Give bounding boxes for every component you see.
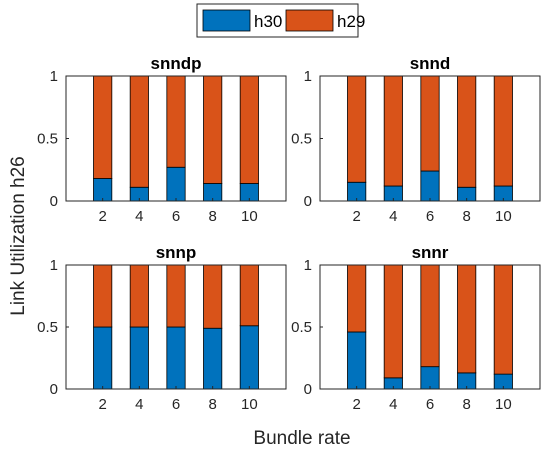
bar-h29-6 xyxy=(166,264,186,328)
y-tick-label: 0.5 xyxy=(37,319,58,336)
x-tick-label: 2 xyxy=(98,396,106,413)
x-tick-label: 2 xyxy=(352,208,360,225)
x-tick-label: 6 xyxy=(172,208,180,225)
x-tick-label: 10 xyxy=(241,208,258,225)
bar-h30-10 xyxy=(239,325,259,390)
bar-h29-2 xyxy=(347,75,367,183)
axes-box xyxy=(319,75,541,202)
x-tick-label: 10 xyxy=(495,208,512,225)
x-tick-label: 8 xyxy=(462,396,470,413)
y-tick-label: 0 xyxy=(50,381,58,398)
axes-box xyxy=(319,264,541,390)
x-tick-label: 4 xyxy=(389,208,397,225)
bar-h29-8 xyxy=(457,264,477,374)
y-tick-label: 0.5 xyxy=(37,131,58,148)
y-tick-label: 0.5 xyxy=(291,319,312,336)
y-tick-label: 0 xyxy=(304,193,312,210)
panel-snndp: 2 4 6 8 10 0 0.5 1 snndp xyxy=(37,54,287,225)
bar-h29-2 xyxy=(93,75,113,179)
axes-box xyxy=(65,264,287,390)
panel-title: snnp xyxy=(156,243,197,262)
y-tick-label: 1 xyxy=(50,257,58,274)
x-tick-label: 2 xyxy=(98,208,106,225)
y-tick-label: 1 xyxy=(304,68,312,85)
bar-h30-6 xyxy=(420,170,440,202)
x-tick-label: 8 xyxy=(208,396,216,413)
panel-title: snnd xyxy=(410,54,451,73)
x-tick-label: 10 xyxy=(241,396,258,413)
axes-box xyxy=(65,75,287,202)
x-tick-label: 10 xyxy=(495,396,512,413)
x-tick-label: 4 xyxy=(135,208,143,225)
bar-h29-10 xyxy=(239,264,259,327)
bar-h29-6 xyxy=(420,264,440,368)
bar-h29-4 xyxy=(129,75,149,188)
y-axis-label: Link Utilization h26 xyxy=(8,156,29,315)
bar-h29-4 xyxy=(383,75,403,187)
y-tick-label: 0 xyxy=(304,381,312,398)
bar-h30-2 xyxy=(347,331,367,390)
bar-h29-8 xyxy=(457,75,477,188)
panel-snnr: 2 4 6 8 10 0 0.5 1 snnr xyxy=(291,243,541,413)
legend: h30 h29 xyxy=(196,3,365,38)
y-tick-label: 1 xyxy=(304,257,312,274)
bar-h29-6 xyxy=(166,75,186,168)
x-tick-label: 8 xyxy=(208,208,216,225)
x-tick-label: 6 xyxy=(172,396,180,413)
bar-h29-4 xyxy=(383,264,403,379)
y-tick-label: 0 xyxy=(50,193,58,210)
x-axis-label: Bundle rate xyxy=(253,428,350,449)
y-tick-label: 1 xyxy=(50,68,58,85)
panel-snnd: 2 4 6 8 10 0 0.5 1 snnd xyxy=(291,54,541,225)
bar-h29-8 xyxy=(203,264,223,329)
bar-h30-8 xyxy=(203,327,223,390)
x-tick-label: 6 xyxy=(426,396,434,413)
bar-h29-8 xyxy=(203,75,223,184)
bar-h29-10 xyxy=(493,75,513,187)
legend-label-h29: h29 xyxy=(337,12,365,31)
bar-h30-6 xyxy=(420,366,440,390)
bar-h30-2 xyxy=(93,178,113,202)
bar-h29-6 xyxy=(420,75,440,172)
bar-h30-6 xyxy=(166,326,186,390)
bar-h29-10 xyxy=(239,75,259,184)
panel-title: snnr xyxy=(412,243,449,262)
x-tick-label: 2 xyxy=(352,396,360,413)
legend-label-h30: h30 xyxy=(254,12,282,31)
bar-h30-6 xyxy=(166,166,186,202)
bar-h30-2 xyxy=(93,326,113,390)
bar-h29-2 xyxy=(347,264,367,333)
panel-snnp: 2 4 6 8 10 0 0.5 1 snnp xyxy=(37,243,287,413)
bar-h29-4 xyxy=(129,264,149,328)
legend-swatch-h30 xyxy=(202,9,251,32)
bar-h29-10 xyxy=(493,264,513,375)
bar-h30-4 xyxy=(129,326,149,390)
x-tick-label: 8 xyxy=(462,208,470,225)
x-tick-label: 4 xyxy=(135,396,143,413)
bar-h29-2 xyxy=(93,264,113,328)
legend-swatch-h29 xyxy=(285,9,334,32)
x-tick-label: 4 xyxy=(389,396,397,413)
panel-title: snndp xyxy=(151,54,202,73)
y-tick-label: 0.5 xyxy=(291,131,312,148)
x-tick-label: 6 xyxy=(426,208,434,225)
